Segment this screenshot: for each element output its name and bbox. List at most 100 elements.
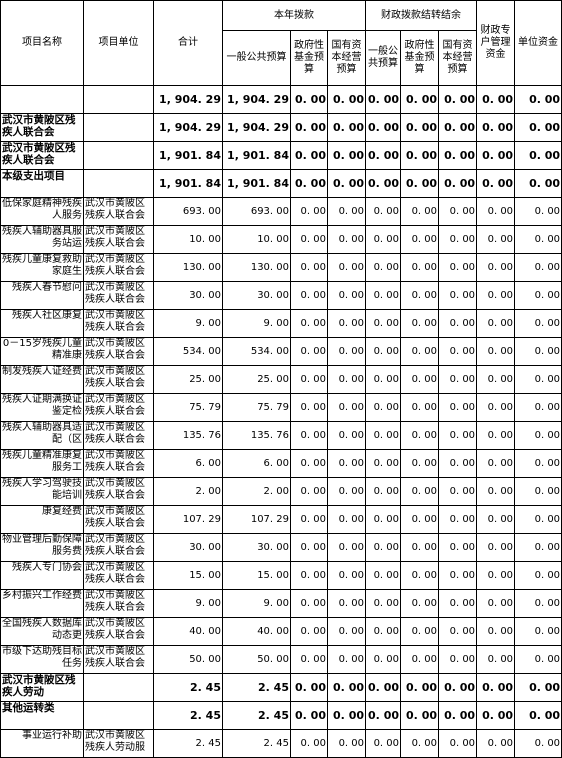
header-fiscal-special: 财政专户管理资金 (476, 0, 516, 86)
row-project-name: 制发残疾人证经费 (0, 365, 84, 394)
row-project-unit: 武汉市黄陂区残疾人联合会 (83, 617, 154, 646)
row-value-c3: 0. 00 (290, 281, 328, 310)
row-value-c4: 0. 00 (326, 141, 367, 170)
row-value-c3: 0. 00 (290, 673, 328, 702)
row-value-c3: 0. 00 (290, 225, 328, 254)
row-value-c9: 0. 00 (514, 337, 562, 366)
row-value-c4: 0. 00 (326, 505, 367, 534)
row-value-c3: 0. 00 (290, 533, 328, 562)
row-project-name: 物业管理后勤保障服务费 (0, 533, 84, 562)
row-value-total: 40. 00 (153, 617, 223, 646)
row-value-c3: 0. 00 (290, 113, 328, 142)
row-value-general: 30. 00 (222, 533, 291, 562)
row-value-c8: 0. 00 (476, 421, 516, 450)
row-value-c9: 0. 00 (514, 589, 562, 618)
row-value-c3: 0. 00 (290, 197, 328, 226)
row-value-total: 1, 904. 29 (153, 85, 223, 114)
row-value-c3: 0. 00 (290, 309, 328, 338)
row-project-unit: 武汉市黄陂区残疾人联合会 (83, 645, 154, 674)
row-value-c6: 0. 00 (400, 421, 440, 450)
row-value-c3: 0. 00 (290, 617, 328, 646)
row-project-name: 残疾人社区康复 (0, 309, 84, 338)
table-row: 物业管理后勤保障服务费 武汉市黄陂区残疾人联合会 30. 00 30. 00 0. 00… (0, 533, 562, 562)
header-carry-state-capital: 国有资本经营预算 (438, 30, 478, 86)
row-value-c9: 0. 00 (514, 309, 562, 338)
header-total: 合计 (153, 0, 223, 86)
row-value-c7: 0. 00 (438, 197, 478, 226)
row-value-general: 1, 901. 84 (222, 169, 291, 198)
row-project-name: 全国残疾人数据库动态更 (0, 617, 84, 646)
header-gov-fund: 政府性基金预算 (290, 30, 328, 86)
row-value-general: 1, 904. 29 (222, 85, 291, 114)
row-value-c6: 0. 00 (400, 673, 440, 702)
row-value-c8: 0. 00 (476, 365, 516, 394)
row-value-c7: 0. 00 (438, 505, 478, 534)
row-value-c4: 0. 00 (326, 589, 367, 618)
row-value-c5: 0. 00 (365, 533, 402, 562)
row-value-c8: 0. 00 (476, 561, 516, 590)
row-value-total: 9. 00 (153, 589, 223, 618)
row-value-c8: 0. 00 (476, 729, 516, 758)
row-value-c5: 0. 00 (365, 589, 402, 618)
row-value-total: 107. 29 (153, 505, 223, 534)
row-value-c6: 0. 00 (400, 617, 440, 646)
row-value-total: 1, 904. 29 (153, 113, 223, 142)
row-value-total: 2. 45 (153, 673, 223, 702)
row-value-c3: 0. 00 (290, 477, 328, 506)
row-value-c6: 0. 00 (400, 253, 440, 282)
row-value-c4: 0. 00 (326, 225, 367, 254)
row-value-c3: 0. 00 (290, 729, 328, 758)
header-carry-gov-fund: 政府性基金预算 (400, 30, 440, 86)
table-row: 市级下达助残目标任务 武汉市黄陂区残疾人联合会 50. 00 50. 00 0. 00 0… (0, 645, 562, 674)
row-value-c6: 0. 00 (400, 281, 440, 310)
header-general-budget: 一般公共预算 (222, 30, 291, 86)
row-value-c5: 0. 00 (365, 421, 402, 450)
row-value-c8: 0. 00 (476, 337, 516, 366)
row-value-general: 2. 45 (222, 701, 291, 730)
row-value-c8: 0. 00 (476, 309, 516, 338)
row-project-unit: 武汉市黄陂区残疾人联合会 (83, 197, 154, 226)
row-value-c3: 0. 00 (290, 337, 328, 366)
row-value-c6: 0. 00 (400, 449, 440, 478)
row-value-c6: 0. 00 (400, 393, 440, 422)
table-row: 武汉市黄陂区残疾人劳动 2. 45 2. 45 0. 00 0. 00 0. 00 0. 0… (0, 673, 562, 702)
table-row: 残疾人学习驾驶技能培训 武汉市黄陂区残疾人联合会 2. 00 2. 00 0. 00 0.… (0, 477, 562, 506)
row-project-unit: 武汉市黄陂区残疾人联合会 (83, 393, 154, 422)
row-value-c3: 0. 00 (290, 421, 328, 450)
row-value-c7: 0. 00 (438, 169, 478, 198)
row-project-unit (83, 673, 154, 702)
row-value-general: 130. 00 (222, 253, 291, 282)
row-value-c7: 0. 00 (438, 141, 478, 170)
row-value-c4: 0. 00 (326, 253, 367, 282)
row-value-c8: 0. 00 (476, 617, 516, 646)
row-value-c7: 0. 00 (438, 477, 478, 506)
row-value-c7: 0. 00 (438, 85, 478, 114)
row-value-c4: 0. 00 (326, 281, 367, 310)
row-project-name: 残疾儿童康复救助家庭生 (0, 253, 84, 282)
row-value-c8: 0. 00 (476, 85, 516, 114)
row-value-c7: 0. 00 (438, 281, 478, 310)
row-value-c4: 0. 00 (326, 533, 367, 562)
row-value-c6: 0. 00 (400, 197, 440, 226)
row-value-c9: 0. 00 (514, 701, 562, 730)
row-value-c7: 0. 00 (438, 533, 478, 562)
row-value-c6: 0. 00 (400, 533, 440, 562)
table-row: 低保家庭精神残疾人服务 武汉市黄陂区残疾人联合会 693. 00 693. 00 0. … (0, 197, 562, 226)
table-row: 残疾儿童精准康复服务工 武汉市黄陂区残疾人联合会 6. 00 6. 00 0. 00 0.… (0, 449, 562, 478)
row-value-c8: 0. 00 (476, 673, 516, 702)
row-value-c5: 0. 00 (365, 225, 402, 254)
header-current-year: 本年拨款 (221, 0, 367, 31)
row-value-c3: 0. 00 (290, 701, 328, 730)
table-row: 本级支出项目 1, 901. 84 1, 901. 84 0. 00 0. 00 0. 0… (0, 169, 562, 198)
row-value-c5: 0. 00 (365, 561, 402, 590)
row-value-general: 107. 29 (222, 505, 291, 534)
table-row: 残疾人春节慰问 武汉市黄陂区残疾人联合会 30. 00 30. 00 0. 00 0. 0… (0, 281, 562, 310)
row-project-name: 残疾人春节慰问 (0, 281, 84, 310)
row-project-unit: 武汉市黄陂区残疾人联合会 (83, 533, 154, 562)
table-row: 1, 904. 29 1, 904. 29 0. 00 0. 00 0. 00 0. 00… (0, 85, 562, 114)
row-value-general: 9. 00 (222, 309, 291, 338)
table-row: 0－15岁残疾儿童精准康 武汉市黄陂区残疾人联合会 534. 00 534. 00 0.… (0, 337, 562, 366)
row-value-c6: 0. 00 (400, 85, 440, 114)
row-value-general: 1, 904. 29 (222, 113, 291, 142)
